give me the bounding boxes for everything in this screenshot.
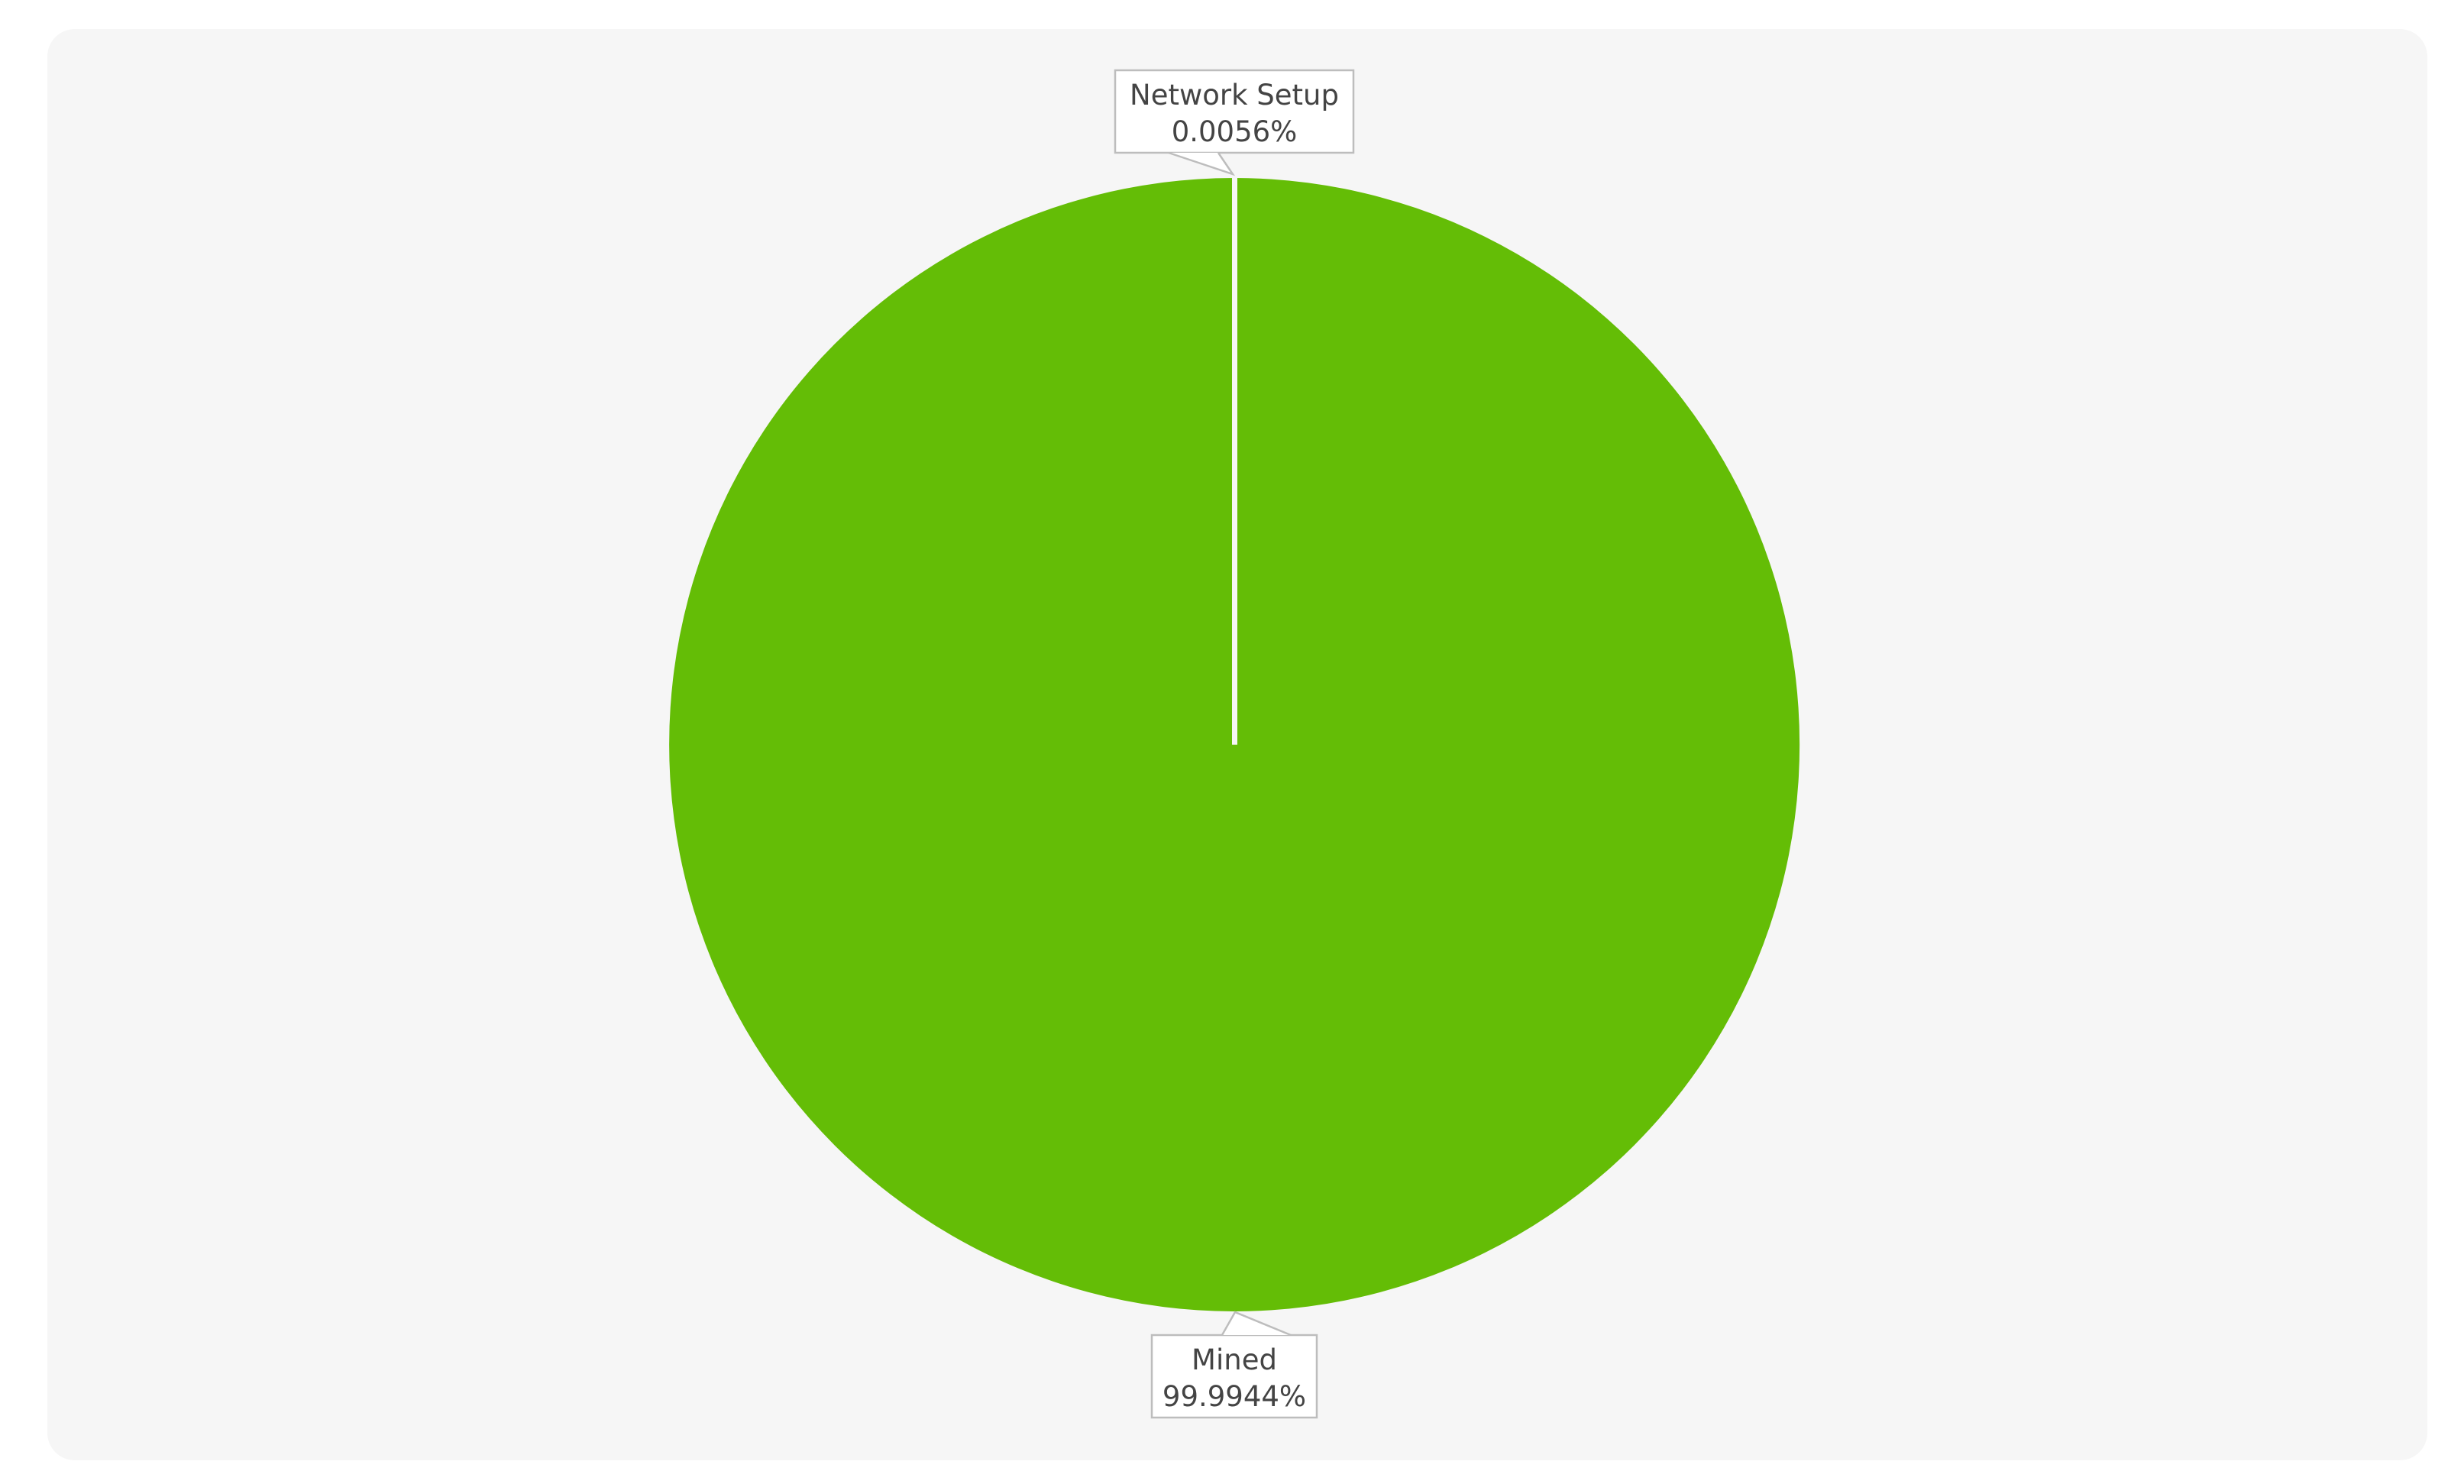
label-network-setup-value: 0.0056% bbox=[1172, 115, 1298, 148]
label-network-setup: Network Setup 0.0056% bbox=[1114, 69, 1355, 176]
label-mined-value: 99.9944% bbox=[1162, 1380, 1306, 1413]
pie-slice-separator bbox=[1232, 178, 1237, 745]
pie-labels: Network Setup 0.0056% Mined 99.9944% bbox=[1114, 69, 1355, 1419]
label-network-setup-name: Network Setup bbox=[1130, 79, 1339, 112]
label-network-setup-box bbox=[1114, 69, 1355, 154]
label-mined-box bbox=[1150, 1334, 1318, 1419]
label-mined-name: Mined bbox=[1192, 1343, 1277, 1376]
pie-slices bbox=[669, 177, 1800, 1311]
label-mined-pointer bbox=[1221, 1311, 1292, 1337]
label-mined: Mined 99.9944% bbox=[1150, 1311, 1318, 1419]
label-network-setup-pointer bbox=[1168, 151, 1236, 176]
